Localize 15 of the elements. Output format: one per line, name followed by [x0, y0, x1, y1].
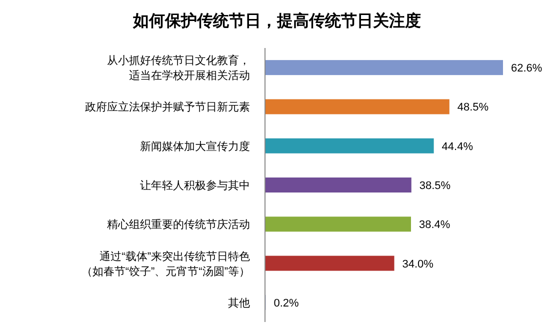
data-label: 44.4% [442, 140, 474, 153]
data-label: 48.5% [457, 102, 489, 114]
y-tick-label: 政府应立法保护并赋予节日新元素 [85, 100, 250, 114]
y-tick-label: 从小抓好传统节日文化教育，适当在学校开展相关活动 [107, 54, 250, 82]
chart-title: 如何保护传统节日，提高传统节日关注度 [132, 11, 421, 30]
y-tick-label: 精心组织重要的传统节庆活动 [107, 218, 250, 232]
y-tick-label: 通过“载体”来突出传统节日特色（如春节“饺子”、元宵节“汤圆”等） [81, 250, 250, 278]
y-tick-label: 新闻媒体加大宣传力度 [140, 140, 250, 153]
data-label: 34.0% [402, 258, 434, 270]
data-label: 38.5% [419, 180, 451, 192]
data-label: 62.6% [511, 62, 542, 75]
y-tick-label: 其他 [228, 296, 250, 310]
y-tick-label: 让年轻人积极参与其中 [140, 179, 250, 192]
data-label: 38.4% [418, 219, 450, 232]
data-label: 0.2% [274, 297, 300, 310]
